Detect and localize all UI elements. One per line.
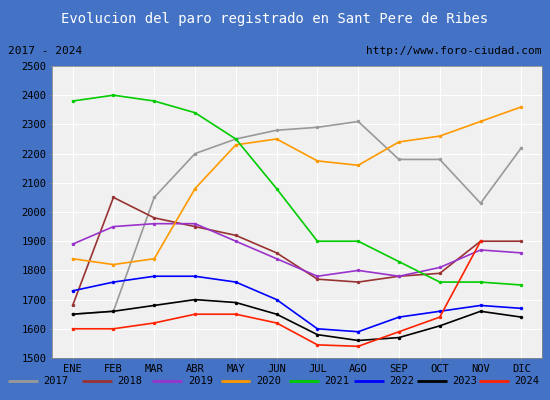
Text: 2019: 2019 (188, 376, 213, 386)
Text: 2017 - 2024: 2017 - 2024 (8, 46, 82, 56)
Text: Evolucion del paro registrado en Sant Pere de Ribes: Evolucion del paro registrado en Sant Pe… (62, 12, 488, 26)
Text: 2021: 2021 (324, 376, 349, 386)
Text: 2018: 2018 (117, 376, 142, 386)
Text: http://www.foro-ciudad.com: http://www.foro-ciudad.com (366, 46, 542, 56)
Text: 2024: 2024 (515, 376, 540, 386)
Text: 2023: 2023 (452, 376, 477, 386)
Text: 2017: 2017 (43, 376, 69, 386)
Text: 2020: 2020 (256, 376, 281, 386)
Text: 2022: 2022 (389, 376, 414, 386)
